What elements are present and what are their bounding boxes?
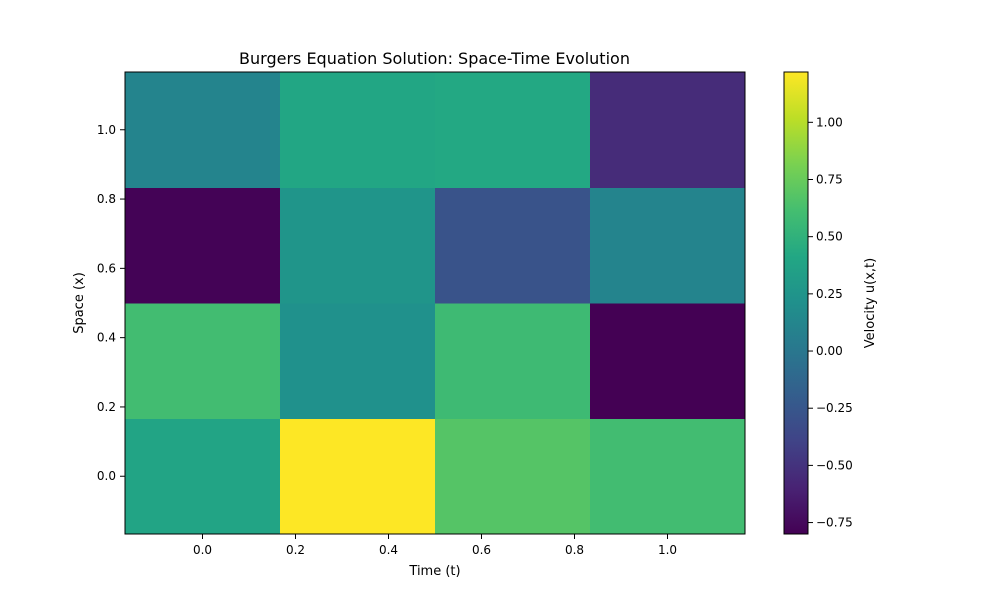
y-tick-label: 0.8 (97, 192, 116, 206)
heatmap-cell (590, 418, 746, 535)
heatmap-cell (125, 303, 281, 419)
heatmap-cell (435, 72, 591, 188)
y-tick-label: 0.2 (97, 400, 116, 414)
heatmap-cell (125, 72, 281, 188)
colorbar-tick-label: 0.25 (816, 287, 843, 301)
plot-frame (124, 71, 746, 535)
heatmap-cells (125, 72, 746, 535)
x-tick-label: 0.8 (565, 543, 584, 557)
x-axis-ticks: 0.0 0.2 0.4 0.6 0.8 1.0 (193, 534, 677, 557)
colorbar-tick-label: 0.00 (816, 344, 843, 358)
y-tick-label: 0.6 (97, 261, 116, 275)
y-axis-label: Space (x) (72, 272, 87, 334)
colorbar (783, 71, 809, 535)
heatmap-cell (280, 72, 436, 188)
x-tick-label: 1.0 (658, 543, 677, 557)
colorbar-tick-label: −0.75 (816, 516, 853, 530)
y-tick-label: 1.0 (97, 123, 116, 137)
y-tick-label: 0.0 (97, 469, 116, 483)
x-tick-label: 0.2 (286, 543, 305, 557)
x-axis-label: Time (t) (408, 564, 460, 579)
colorbar-tick-label: 1.00 (816, 115, 843, 129)
heatmap-cell (125, 418, 281, 535)
colorbar-tick-label: 0.75 (816, 172, 843, 186)
x-tick-label: 0.6 (472, 543, 491, 557)
colorbar-label: Velocity u(x,t) (863, 258, 878, 348)
x-tick-label: 0.4 (379, 543, 398, 557)
x-tick-label: 0.0 (193, 543, 212, 557)
heatmap-cell (435, 418, 591, 535)
heatmap-cell (590, 187, 746, 304)
heatmap-cell (280, 418, 436, 535)
heatmap-cell (125, 187, 281, 304)
colorbar-tick-label: 0.50 (816, 230, 843, 244)
y-axis-ticks: 0.0 0.2 0.4 0.6 0.8 1.0 (97, 123, 125, 483)
heatmap-cell (435, 303, 591, 419)
heatmap-cell (280, 187, 436, 304)
chart-title: Burgers Equation Solution: Space-Time Ev… (239, 49, 630, 68)
y-tick-label: 0.4 (97, 331, 116, 345)
colorbar-tick-label: −0.25 (816, 401, 853, 415)
heatmap-cell (590, 72, 746, 188)
heatmap-cell (435, 187, 591, 304)
heatmap-cell (590, 303, 746, 419)
colorbar-tick-label: −0.50 (816, 458, 853, 472)
colorbar-ticks: 1.00 0.75 0.50 0.25 0.00 −0.25 −0.50 −0.75 (808, 115, 853, 530)
heatmap-cell (280, 303, 436, 419)
